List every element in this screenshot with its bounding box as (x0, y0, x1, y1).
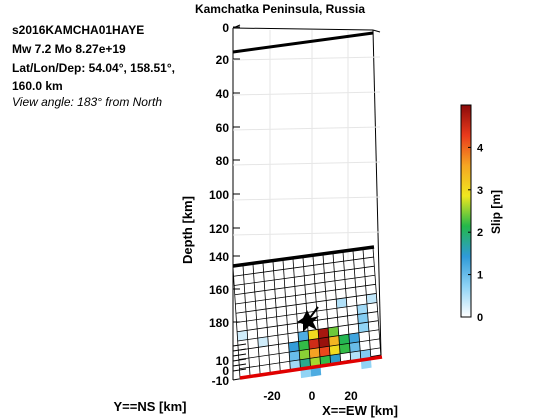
fault-top-edge (232, 245, 375, 268)
x-tick-label: 20 (344, 389, 358, 403)
grid-line (232, 56, 381, 61)
slip-patch (328, 326, 339, 338)
slip-patch (309, 347, 320, 359)
colorbar-tick-label: 0 (477, 312, 483, 324)
z-axis-label: Depth [km] (180, 196, 195, 264)
fault-bottom-trace (239, 355, 383, 380)
colorbar-tick-label: 3 (477, 185, 483, 197)
x-tick-label: 0 (309, 389, 316, 403)
slip-patch (318, 337, 330, 348)
colorbar-label: Slip [m] (489, 190, 503, 234)
slip-patch (257, 336, 269, 348)
magnitude-line: Mw 7.2 Mo 8.27e+19 (12, 42, 126, 56)
grid-line (232, 231, 381, 236)
location-line: Lat/Lon/Dep: 54.04°, 158.51°, (12, 61, 175, 75)
x-axis-label: X==EW [km] (322, 403, 398, 418)
fault-grid-line (272, 261, 281, 373)
slip-patch (348, 332, 360, 344)
slip-patch (336, 297, 347, 309)
z-tick-label: 40 (216, 87, 230, 101)
z-tick-label: 160 (209, 283, 229, 297)
slip-vector (305, 306, 319, 324)
slip-patch (318, 327, 329, 339)
fault-grid-line (252, 264, 261, 376)
grid-line (232, 161, 381, 166)
z-tick-mark (232, 343, 247, 347)
slip-patch (357, 313, 369, 324)
slip-patch (366, 293, 377, 304)
fault-grid-line (362, 249, 372, 359)
event-id: s2016KAMCHA01HAYE (12, 23, 145, 37)
z-tick-mark (232, 358, 247, 362)
z-tick-label: 80 (216, 154, 230, 168)
slip-patch (328, 335, 340, 347)
z-tick-label: 60 (216, 121, 230, 135)
slip-patch (349, 341, 361, 353)
z-tick-label: 20 (216, 53, 230, 67)
colorbar-tick-label: 4 (477, 142, 484, 154)
slip-patch (319, 346, 331, 357)
slip-patch (288, 341, 300, 353)
chart-title: Kamchatka Peninsula, Russia (194, 2, 366, 16)
surface-trace-line (232, 31, 374, 54)
box-edge (232, 27, 374, 31)
grid-line (232, 91, 381, 96)
slip-patch (358, 322, 369, 333)
colorbar-tick-label: 2 (477, 227, 483, 239)
fault-grid-line (332, 253, 342, 364)
z-tick-label: 120 (209, 222, 229, 236)
z-tick-mark (232, 353, 247, 357)
z-tick-label: 180 (209, 316, 229, 330)
z-tick-label: 0 (222, 21, 229, 35)
z-tick-label: 10 (216, 354, 230, 368)
box-edge (372, 29, 382, 356)
z-tick-label: 0 (222, 364, 229, 378)
z-tick-label: 100 (209, 188, 229, 202)
z-tick-label: 140 (209, 250, 229, 264)
box-edge (372, 29, 381, 33)
fault-grid-line (262, 262, 271, 374)
fault-grid-line (242, 265, 251, 377)
slip-patch (329, 344, 341, 356)
fault-grid-line (292, 258, 301, 370)
slip-patch (297, 330, 309, 342)
slip-patch (356, 303, 368, 315)
colorbar (460, 104, 472, 318)
slip-patch (299, 349, 310, 360)
y-axis-label: Y==NS [km] (114, 399, 187, 414)
slip-patch (308, 338, 320, 350)
fault-grid-line (342, 252, 352, 362)
slip-patch (289, 350, 300, 362)
fault-grid-line (352, 250, 362, 361)
fault-grid-line (312, 256, 321, 367)
slip-patch (339, 343, 351, 354)
grid-line (232, 196, 381, 201)
grid-line (232, 126, 381, 131)
x-tick-label: -20 (263, 389, 281, 403)
slip-patch (338, 334, 350, 345)
fault-grid-line (232, 266, 241, 379)
fault-grid-line (372, 247, 382, 358)
slip-patch (237, 330, 248, 341)
slip-patch (308, 329, 319, 340)
view-angle: View angle: 183° from North (12, 95, 162, 109)
z-tick-label: -10 (212, 374, 230, 388)
colorbar-tick-label: 1 (477, 270, 483, 282)
depth-line: 160.0 km (12, 79, 63, 93)
fault-grid-line (322, 254, 332, 365)
slip-patch (298, 340, 310, 351)
fault-grid-line (282, 260, 291, 371)
